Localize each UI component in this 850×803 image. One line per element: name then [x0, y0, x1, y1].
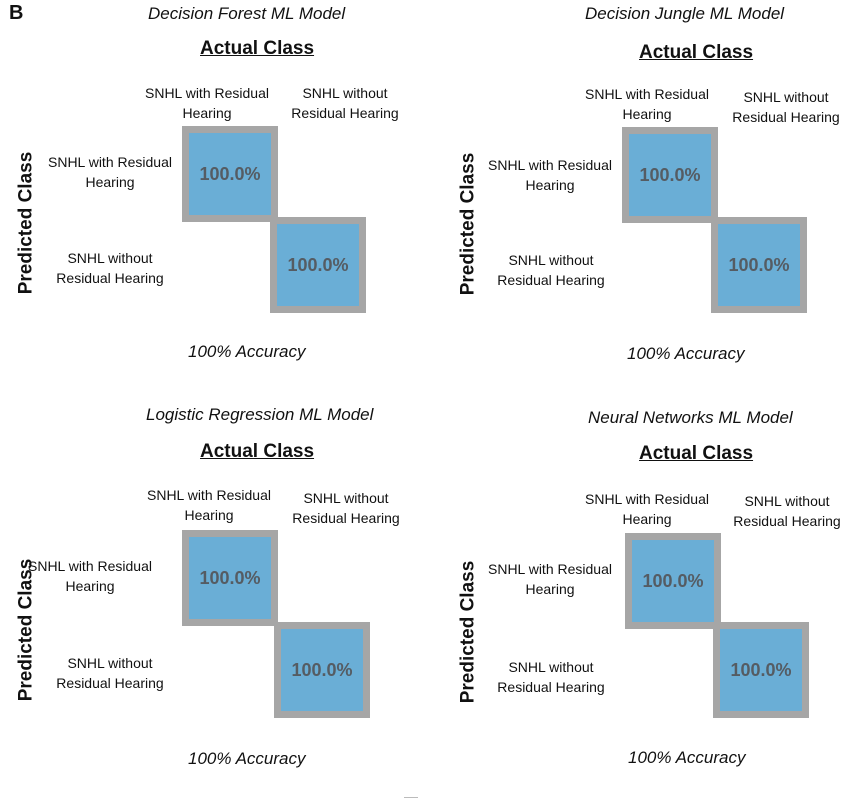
confusion-matrix-panel-decision-forest: Decision Forest ML Model Actual Class SN… — [0, 0, 425, 390]
cell-value: 100.0% — [199, 163, 261, 184]
predicted-category-1: SNHL with Residual Hearing — [488, 157, 612, 193]
accuracy-label: 100% Accuracy — [188, 749, 306, 768]
confusion-cell-predicted-1-actual-1: 100.0% — [622, 127, 718, 223]
confusion-cell-predicted-1-actual-1: 100.0% — [625, 533, 721, 629]
confusion-matrix-panel-decision-jungle: Decision Jungle ML Model Actual Class SN… — [425, 0, 850, 390]
model-title: Decision Jungle ML Model — [585, 4, 785, 23]
actual-category-1: SNHL with Residual Hearing — [585, 491, 709, 527]
cell-value: 100.0% — [730, 659, 792, 680]
cell-value: 100.0% — [639, 164, 701, 185]
panel-label: B — [9, 2, 24, 24]
actual-category-2: SNHL without Residual Hearing — [292, 490, 400, 526]
confusion-matrix-panel-logistic-regression: Logistic Regression ML Model Actual Clas… — [0, 403, 425, 793]
actual-category-1: SNHL with Residual Hearing — [147, 487, 271, 523]
predicted-class-label: Predicted Class — [457, 152, 479, 296]
predicted-class-label: Predicted Class — [457, 560, 479, 704]
confusion-cell-predicted-1-actual-1: 100.0% — [182, 126, 278, 222]
confusion-matrix-panel-neural-networks: Neural Networks ML Model Actual Class SN… — [425, 403, 850, 793]
cell-value: 100.0% — [642, 570, 704, 591]
confusion-cell-predicted-2-actual-2: 100.0% — [713, 622, 809, 718]
accuracy-label: 100% Accuracy — [628, 748, 746, 767]
accuracy-label: 100% Accuracy — [188, 342, 306, 361]
model-title: Neural Networks ML Model — [588, 408, 793, 427]
cell-value: 100.0% — [287, 254, 349, 275]
actual-class-label: Actual Class — [200, 38, 315, 59]
actual-class-label: Actual Class — [200, 441, 315, 462]
actual-category-2: SNHL without Residual Hearing — [291, 85, 399, 121]
confusion-cell-predicted-2-actual-2: 100.0% — [274, 622, 370, 718]
predicted-category-1: SNHL with Residual Hearing — [28, 558, 152, 594]
cell-value: 100.0% — [199, 567, 261, 588]
actual-category-2: SNHL without Residual Hearing — [732, 89, 840, 125]
confusion-cell-predicted-2-actual-2: 100.0% — [270, 217, 366, 313]
predicted-category-1: SNHL with Residual Hearing — [488, 561, 612, 597]
cell-value: 100.0% — [291, 659, 353, 680]
actual-category-1: SNHL with Residual Hearing — [585, 86, 709, 122]
predicted-class-label: Predicted Class — [15, 151, 37, 295]
predicted-category-1: SNHL with Residual Hearing — [48, 154, 172, 190]
confusion-cell-predicted-2-actual-2: 100.0% — [711, 217, 807, 313]
predicted-category-2: SNHL without Residual Hearing — [56, 250, 164, 286]
divider-mark — [404, 797, 418, 798]
cell-value: 100.0% — [728, 254, 790, 275]
model-title: Logistic Regression ML Model — [146, 405, 374, 424]
actual-class-label: Actual Class — [639, 42, 754, 63]
accuracy-label: 100% Accuracy — [627, 344, 745, 363]
predicted-category-2: SNHL without Residual Hearing — [497, 252, 605, 288]
actual-category-2: SNHL without Residual Hearing — [733, 493, 841, 529]
actual-class-label: Actual Class — [639, 443, 754, 464]
confusion-cell-predicted-1-actual-1: 100.0% — [182, 530, 278, 626]
actual-category-1: SNHL with Residual Hearing — [145, 85, 269, 121]
predicted-category-2: SNHL without Residual Hearing — [56, 655, 164, 691]
model-title: Decision Forest ML Model — [148, 4, 346, 23]
predicted-category-2: SNHL without Residual Hearing — [497, 659, 605, 695]
